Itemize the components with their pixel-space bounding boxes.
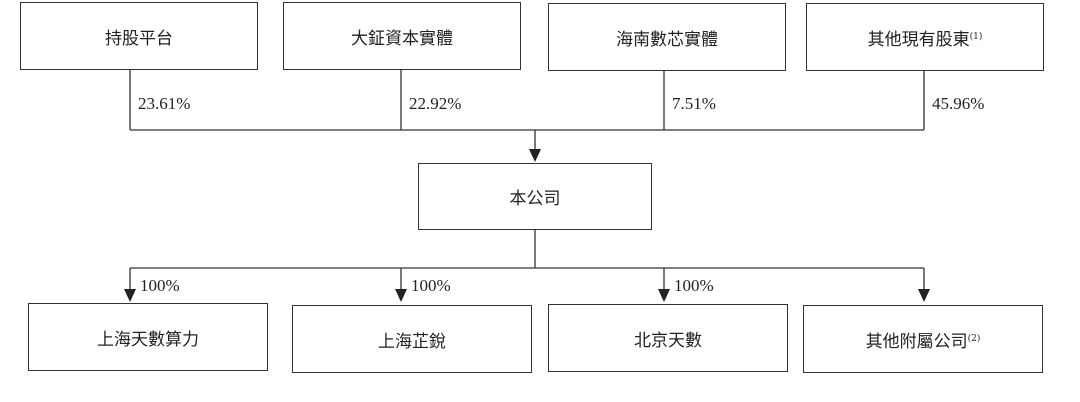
shareholding-percent: 7.51% — [672, 94, 716, 113]
company-box: 本公司 — [418, 163, 652, 230]
shareholder-name: 大鉦資本實體 — [351, 28, 453, 49]
shareholding-percent: 45.96% — [932, 94, 985, 113]
subsidiary-box: 上海天數算力 — [28, 303, 268, 371]
company-name: 本公司 — [509, 189, 561, 209]
subsidiary-box: 其他附屬公司 (2) — [803, 305, 1043, 373]
footnote-marker: (1) — [969, 32, 983, 42]
shareholder-name: 持股平台 — [105, 28, 173, 49]
subsidiary-name: 北京天數 — [634, 330, 702, 351]
subsidiary-name: 其他附屬公司 — [865, 331, 968, 352]
subsidiary-name: 上海天數算力 — [97, 329, 199, 350]
shareholder-box: 持股平台 — [20, 2, 258, 70]
subsidiary-percent: 100% — [140, 276, 180, 295]
footnote-marker: (2) — [967, 334, 981, 344]
subsidiary-percent: 100% — [411, 276, 451, 295]
subsidiary-percent: 100% — [674, 276, 714, 295]
shareholder-box: 其他現有股東 (1) — [806, 3, 1044, 71]
shareholder-box: 海南數芯實體 — [548, 3, 786, 71]
shareholder-name: 海南數芯實體 — [616, 29, 718, 50]
shareholding-percent: 23.61% — [138, 94, 191, 113]
shareholder-name: 其他現有股東 — [867, 29, 970, 50]
subsidiary-box: 上海芷銳 — [292, 305, 532, 373]
shareholder-box: 大鉦資本實體 — [283, 2, 521, 70]
subsidiary-box: 北京天數 — [548, 304, 788, 372]
subsidiary-name: 上海芷銳 — [378, 331, 446, 352]
shareholding-percent: 22.92% — [409, 94, 462, 113]
